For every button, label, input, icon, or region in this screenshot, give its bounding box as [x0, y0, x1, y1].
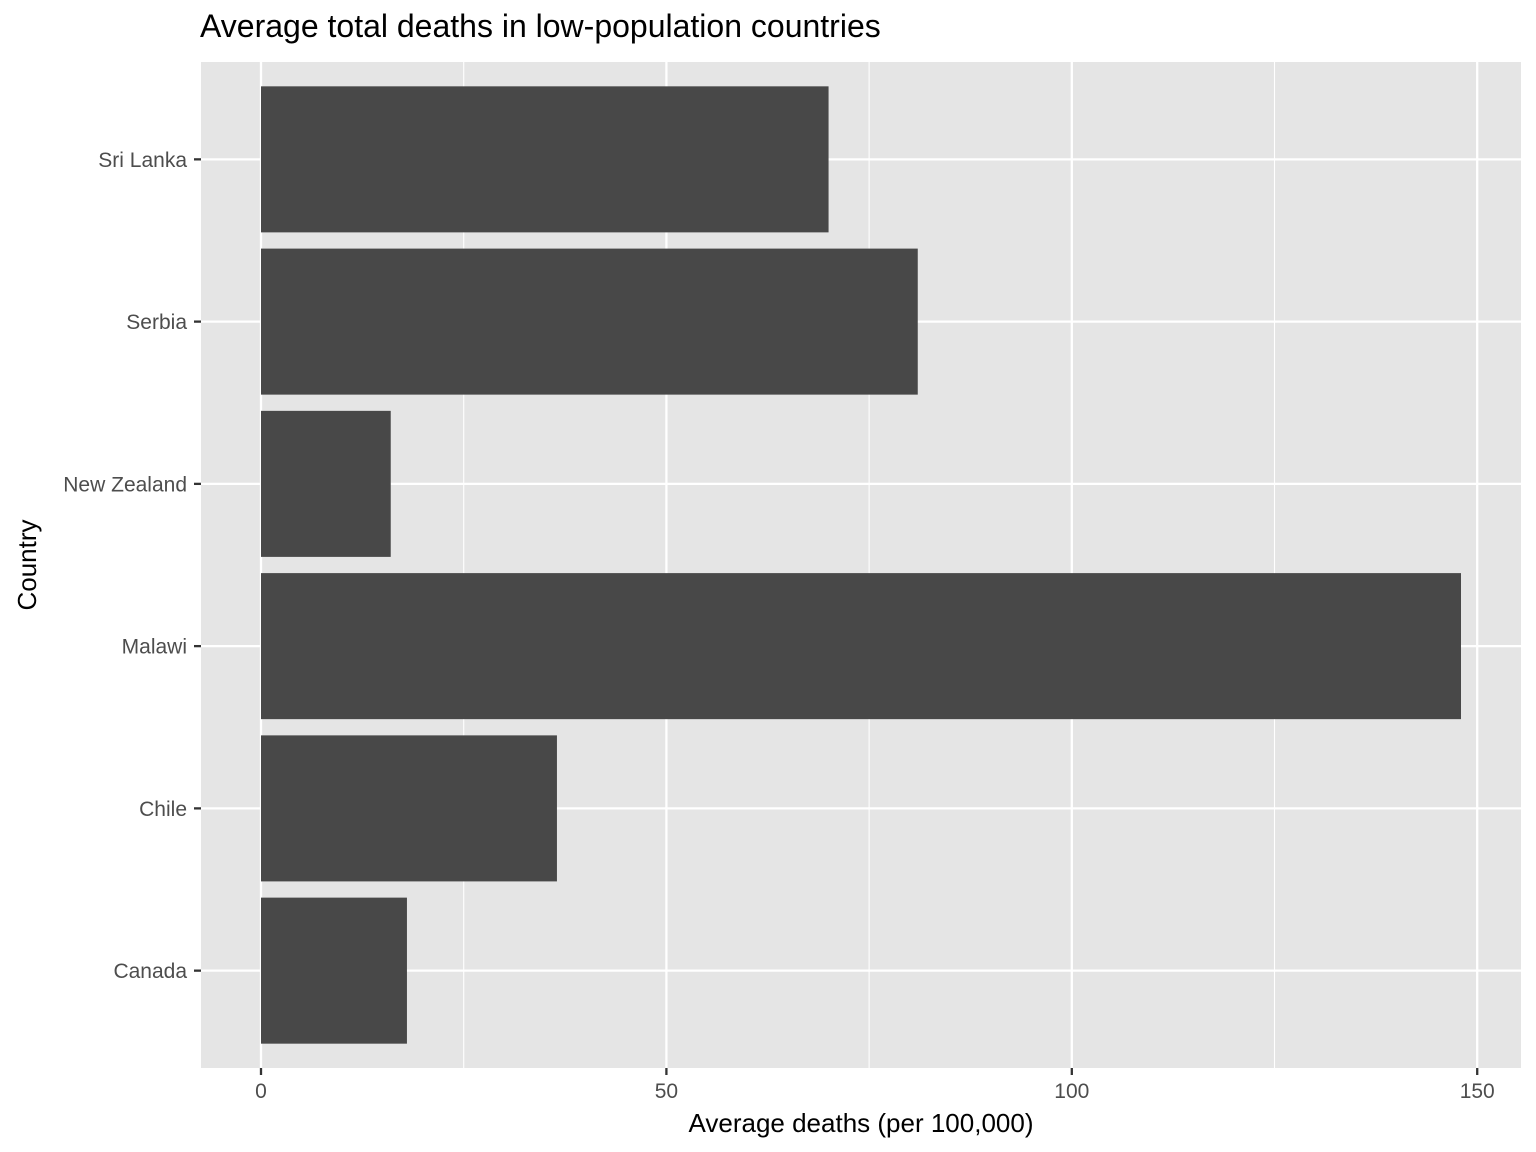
bar-chile: [261, 735, 557, 882]
y-tick-label: Serbia: [126, 311, 187, 334]
x-axis-title: Average deaths (per 100,000): [689, 1108, 1034, 1138]
y-tick-label: Malawi: [122, 636, 187, 659]
bar-canada: [261, 897, 407, 1044]
y-axis: Canada Chile Malawi New Zealand Serbia Sri La…: [63, 149, 201, 983]
y-tick-label: Canada: [113, 960, 187, 983]
x-tick-label: 150: [1460, 1080, 1495, 1103]
y-tick-label: Sri Lanka: [98, 149, 187, 172]
x-tick-label: 100: [1054, 1080, 1089, 1103]
bar-new-zealand: [261, 410, 391, 557]
bar-malawi: [261, 573, 1461, 720]
y-tick-label: Chile: [139, 798, 187, 821]
y-tick-label: New Zealand: [63, 473, 187, 496]
bar-serbia: [261, 248, 918, 395]
x-tick-label: 50: [655, 1080, 678, 1103]
x-tick-label: 0: [255, 1080, 267, 1103]
bars: [261, 86, 1461, 1044]
chart-title: Average total deaths in low-population c…: [200, 8, 881, 44]
y-axis-title: Country: [12, 519, 42, 610]
x-axis: 0 50 100 150: [255, 1068, 1495, 1103]
bar-sri-lanka: [261, 86, 829, 233]
